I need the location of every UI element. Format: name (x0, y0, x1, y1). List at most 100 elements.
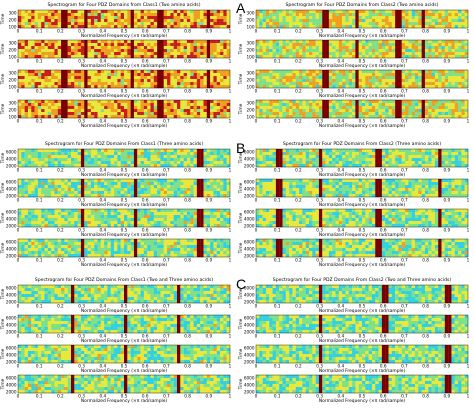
heat-cell (203, 194, 207, 198)
heat-cell (421, 46, 426, 50)
heat-cell (454, 22, 459, 26)
heat-cell (160, 19, 164, 23)
heat-cell (405, 40, 409, 44)
heat-cell (441, 100, 445, 104)
heat-cell (411, 16, 416, 20)
heat-cell (206, 254, 211, 258)
heat-cell (196, 242, 201, 246)
heat-cell (203, 25, 207, 29)
heat-cell (223, 194, 227, 198)
heat-cell (398, 40, 402, 44)
heat-cell (51, 212, 55, 216)
heat-cell (256, 55, 260, 59)
heat-cell (44, 185, 48, 189)
heat-cell (408, 100, 412, 104)
heat-cell (216, 218, 221, 222)
heat-cell (54, 22, 58, 26)
heat-cell (140, 215, 145, 219)
heat-cell (335, 16, 339, 20)
heat-cell (167, 248, 171, 252)
heat-cell (177, 16, 181, 20)
heat-cell (203, 152, 207, 156)
heat-cell (177, 221, 181, 225)
heat-cell (223, 152, 227, 156)
heat-cell (279, 106, 283, 110)
heat-cell (210, 115, 214, 119)
heat-cell (41, 155, 45, 159)
heat-cell (292, 49, 296, 53)
heat-cell (94, 46, 98, 50)
heat-cell (289, 10, 293, 14)
heat-cell (170, 103, 174, 107)
heat-cell (312, 16, 316, 20)
heat-cell (431, 19, 436, 23)
heat-cell (64, 209, 68, 213)
heat-cell (464, 55, 469, 59)
heat-cell (381, 70, 386, 74)
heat-cell (104, 218, 108, 222)
heat-cell (312, 152, 316, 156)
heat-cell (444, 152, 449, 156)
heat-cell (31, 49, 35, 53)
heat-cell (398, 49, 402, 53)
heat-cell (47, 16, 52, 20)
heat-cell (193, 161, 198, 165)
heat-cell (259, 25, 263, 29)
heat-cell (54, 112, 58, 116)
heat-cell (133, 85, 138, 89)
heat-cell (193, 82, 198, 86)
heat-cell (424, 43, 429, 47)
heat-cell (454, 79, 459, 83)
heat-cell (160, 55, 164, 59)
heat-cell (428, 106, 432, 110)
heat-cell (464, 103, 469, 107)
x-tick-label: 0.6 (142, 168, 149, 173)
heat-cell (84, 109, 88, 113)
heat-cell (190, 100, 194, 104)
heat-cell (107, 248, 111, 252)
heat-cell (18, 70, 22, 74)
heat-cell (143, 209, 148, 213)
heat-cell (398, 25, 402, 29)
heat-cell (444, 10, 449, 14)
heat-cell (282, 76, 286, 80)
heat-cell (200, 16, 204, 20)
x-tick-label: 0.6 (142, 119, 149, 124)
heat-cell (160, 82, 164, 86)
heat-cell (210, 248, 214, 252)
heat-cell (31, 218, 35, 222)
heat-cell (61, 25, 65, 29)
heat-cell (190, 103, 194, 107)
heat-cell (163, 103, 168, 107)
heat-cell (114, 25, 118, 29)
heat-cell (186, 161, 191, 165)
heat-cell (114, 22, 118, 26)
heat-cell (262, 155, 267, 159)
heat-cell (150, 221, 154, 225)
heat-cell (220, 221, 224, 225)
heat-cell (100, 40, 105, 44)
y-tick-label: 6000 (6, 150, 17, 155)
heat-cell (157, 49, 161, 53)
x-tick-label: 0.3 (316, 29, 323, 34)
heat-cell (147, 85, 151, 89)
heat-cell (342, 149, 346, 153)
heat-cell (315, 109, 320, 113)
heat-cell (61, 49, 65, 53)
heat-cell (97, 239, 101, 243)
heat-cell (64, 182, 68, 186)
heat-cell (21, 52, 25, 56)
heat-cell (289, 155, 293, 159)
heat-cell (431, 25, 436, 29)
heat-cell (275, 109, 280, 113)
heat-cell (170, 242, 174, 246)
heat-cell (196, 79, 201, 83)
heat-cell (332, 155, 336, 159)
heat-cell (180, 52, 184, 56)
heat-cell (265, 13, 270, 17)
x-tick-label: 0.3 (78, 168, 85, 173)
heat-cell (110, 25, 115, 29)
heat-cell (87, 209, 92, 213)
heat-cell (147, 112, 151, 116)
heat-cell (226, 10, 231, 14)
